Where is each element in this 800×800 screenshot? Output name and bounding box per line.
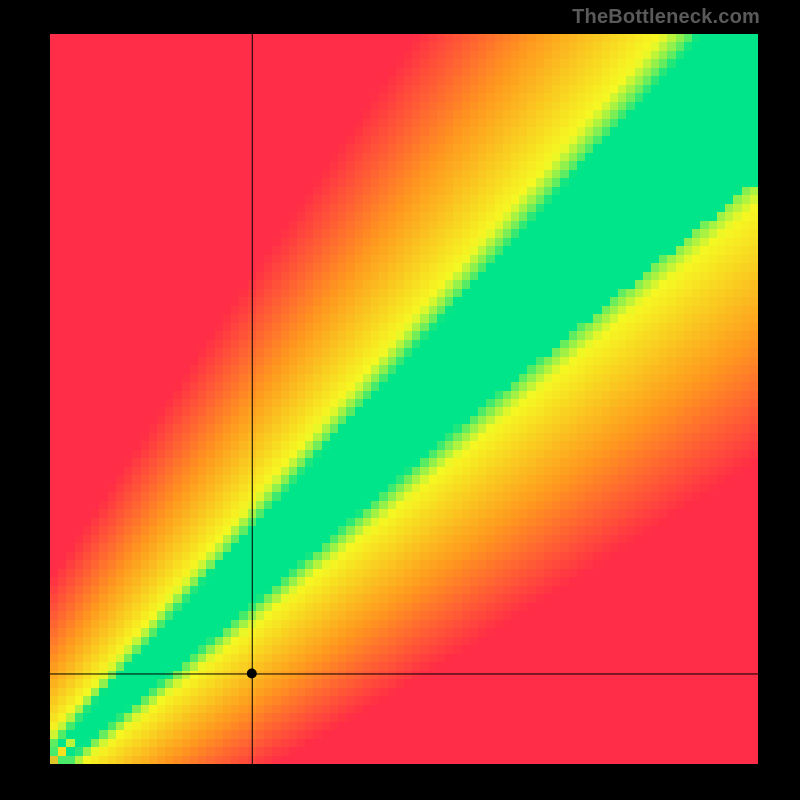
chart-container: { "attribution": "TheBottleneck.com", "p… <box>0 0 800 800</box>
crosshair-overlay <box>50 34 758 764</box>
attribution-text: TheBottleneck.com <box>572 6 760 29</box>
